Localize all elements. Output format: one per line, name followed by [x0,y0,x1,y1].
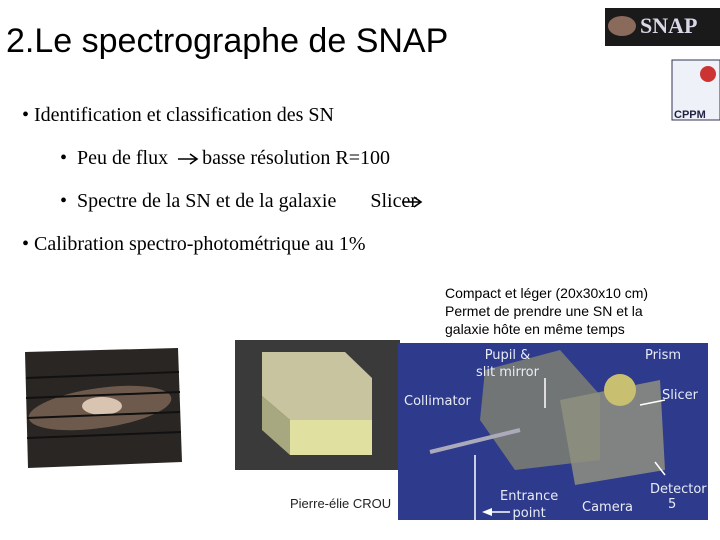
cppm-logo-text: CPPM [674,109,706,121]
slice-line [25,391,181,399]
title: 2.Le spectrographe de SNAP [6,22,449,60]
bullet-text: Calibration spectro-photométrique au 1% [34,233,366,255]
label-line: Entrance [500,489,559,504]
slicer-pointer [639,399,666,406]
footer-author: Pierre-élie CROU [290,496,392,511]
caption-line: Permet de prendre une SN et la [445,303,643,319]
bullet-text: basse résolution R=100 [202,147,391,169]
bullet: • Identification et classification des S… [22,104,334,126]
detector-pointer [654,461,666,476]
slicer-block [262,352,372,420]
caption: Compact et léger (20x30x10 cm) Permet de… [445,284,648,338]
snap-logo-swirl [608,16,636,36]
label-collimator: Collimator [404,394,471,409]
label-detector: Detector [650,482,707,497]
bullet-text: Identification et classification des SN [34,104,334,126]
slicer-side [262,396,290,455]
caption-line: galaxie hôte en même temps [445,321,625,337]
label-line: point [512,506,546,521]
sub-bullet: • Spectre de la SN et de la galaxie Slice… [60,190,418,212]
label-line: Pupil & [484,348,531,363]
cppm-logo-dot [700,66,716,82]
bullet-text: Peu de flux [77,147,169,169]
snap-logo-text: SNAP [640,13,697,38]
label-pupil: Pupil & slit mirror [476,347,539,381]
page-number: 5 [668,497,677,512]
slicer-base [290,420,372,455]
arrows [178,153,423,208]
caption-line: Compact et léger (20x30x10 cm) [445,285,649,301]
bullet-text: Spectre de la SN et de la galaxie [77,190,337,212]
prism-part [604,374,636,406]
label-line: slit mirror [476,365,539,380]
bullet-text: Slicer [370,190,418,212]
entrance-tube [429,428,521,454]
instrument-camera [560,380,665,485]
label-slicer: Slicer [662,388,698,403]
slice-line [25,371,180,379]
sub-bullet: • Peu de flux basse résolution R=100 [60,147,391,169]
label-camera: Camera [582,500,634,515]
entrance-arrowhead [482,508,492,516]
slice-line [26,411,181,419]
label-prism: Prism [645,348,682,363]
slice-lines [25,371,182,439]
galaxy-core [82,397,122,415]
arrow [402,196,423,208]
bullet: • Calibration spectro-photométrique au 1… [22,233,366,255]
arrow [178,153,199,165]
slice-line [26,431,182,439]
label-entrance: Entrance point [500,488,558,522]
